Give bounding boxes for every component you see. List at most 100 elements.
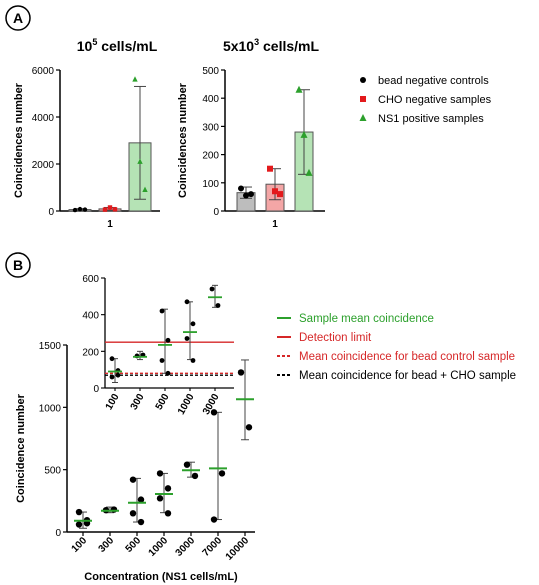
chart-b-inset-xtick-label: 3000 (201, 392, 222, 417)
chart-a1: 0 2000 4000 6000 Coincidences number 1 (13, 66, 160, 230)
chart-b-inset-ytick-label: 600 (82, 274, 99, 285)
legend-b-label: Mean coincidence for bead + CHO sample (299, 370, 516, 382)
chart-b-point (75, 508, 83, 516)
chart-b-point (183, 461, 191, 468)
chart-b-point (129, 510, 137, 517)
panel-b-label: B (13, 257, 23, 273)
chart-a1-ytick-label: 4000 (32, 113, 55, 124)
chart-b-point (164, 485, 172, 492)
chart-b-xtick-label: 300 (97, 535, 117, 555)
chart-b-point (137, 496, 145, 503)
chart-a1-point (137, 158, 143, 164)
chart-a1-point (142, 186, 148, 193)
chart-b-point (210, 516, 218, 523)
chart-b-inset-xtick-label: 100 (104, 392, 122, 412)
chart-a2-ytick-label: 300 (202, 122, 219, 133)
legend-a-marker-square (360, 96, 366, 102)
panel-b-badge (5, 252, 31, 278)
chart-b-point (191, 472, 199, 480)
legend-a-label: CHO negative samples (378, 94, 492, 106)
chart-a2-point (305, 168, 313, 176)
chart-a1-ytick-label: 6000 (32, 66, 55, 77)
chart-b-inset: 0 200 400 600 100 300 500 1000 3000 (82, 274, 234, 417)
chart-b-inset-ytick-label: 0 (93, 384, 99, 395)
chart-a1-point (112, 207, 118, 212)
chart-a2-ytick-label: 0 (213, 207, 219, 218)
chart-b-point (129, 476, 137, 483)
chart-b-xtick-label: 10000 (224, 535, 252, 563)
chart-b-ytick-label: 1000 (39, 403, 62, 414)
chart-b-xlabel: Concentration (NS1 cells/mL) (84, 571, 238, 583)
chart-b-inset-point (190, 358, 196, 363)
legend-a: bead negative controls CHO negative sampl… (359, 75, 492, 125)
chart-b-point (237, 369, 245, 376)
legend-b-label: Sample mean coincidence (299, 313, 434, 325)
chart-b-xtick-label: 7000 (201, 535, 225, 559)
chart-a1-ytick-label: 2000 (32, 160, 55, 171)
legend-a-marker-triangle (359, 114, 367, 121)
chart-b-point (75, 521, 83, 528)
chart-b-xtick-label: 500 (124, 535, 144, 555)
panel-a-label: A (13, 10, 23, 26)
chart-a2-title: 5x103 cells/mL (223, 37, 320, 54)
chart-b-inset-point (215, 303, 221, 308)
chart-a2-point (238, 185, 244, 192)
chart-a2-point (248, 191, 254, 198)
chart-a2-point (267, 165, 273, 172)
chart-a1-point (107, 205, 113, 210)
chart-b-point (164, 510, 172, 517)
chart-a2-ytick-label: 200 (202, 151, 219, 162)
chart-b-inset-point (165, 337, 171, 343)
chart-b-inset-point (165, 370, 171, 376)
chart-b-inset-xtick-label: 1000 (176, 392, 197, 417)
legend-b: Sample mean coincidence Detection limit Me… (277, 313, 516, 382)
chart-b-inset-point (115, 372, 121, 378)
chart-b-inset-point (159, 358, 165, 363)
chart-a2-ylabel: Coincidences number (177, 82, 189, 198)
chart-a2-point (272, 188, 278, 195)
chart-a2-xtick-label: 1 (272, 219, 278, 230)
legend-a-label: bead negative controls (378, 75, 489, 87)
chart-b-inset-xtick-label: 300 (129, 392, 147, 412)
legend-a-marker-circle (360, 77, 366, 83)
chart-b-xtick-label: 1000 (147, 535, 171, 559)
chart-a2: 0 100 200 300 400 500 Coincidences number 1 (177, 66, 325, 230)
chart-a1-point (77, 206, 83, 212)
chart-b-inset-xtick-label: 500 (154, 392, 172, 412)
chart-b-inset-point (209, 286, 215, 292)
chart-b-point (156, 470, 164, 477)
chart-b-point (137, 518, 145, 526)
chart-a2-point (300, 130, 308, 138)
legend-b-label: Mean coincidence for bead control sample (299, 351, 515, 363)
chart-b-point (210, 409, 218, 416)
chart-b-point (218, 470, 226, 477)
chart-b-inset-point (159, 308, 165, 314)
chart-b-xtick-label: 100 (70, 535, 90, 555)
chart-b-ytick-label: 500 (44, 466, 61, 477)
legend-b-label: Detection limit (299, 332, 372, 344)
chart-a2-ytick-label: 500 (202, 66, 219, 77)
chart-b-ytick-label: 1500 (39, 341, 62, 352)
chart-b-inset-point (109, 356, 115, 362)
chart-b-inset-point (184, 299, 190, 305)
chart-b-ylabel: Coincidence number (15, 393, 27, 503)
chart-a2-point (243, 192, 249, 199)
chart-b-inset-ytick-label: 200 (82, 347, 99, 358)
chart-a1-point (72, 207, 78, 213)
chart-a1-ytick-label: 0 (48, 207, 54, 218)
chart-a1-point (102, 207, 108, 212)
chart-b-inset-bg (105, 276, 234, 388)
chart-b-inset-point (109, 374, 115, 380)
chart-a1-title: 105 cells/mL (77, 37, 158, 54)
chart-b-inset-point (184, 336, 190, 341)
chart-a1-ylabel: Coincidences number (13, 82, 25, 198)
chart-b-ytick-label: 0 (55, 528, 61, 539)
chart-b-point (156, 495, 164, 502)
chart-b-point (245, 424, 253, 431)
chart-a2-ytick-label: 100 (202, 179, 219, 190)
chart-a2-ytick-label: 400 (202, 94, 219, 105)
chart-a2-point (277, 191, 283, 198)
chart-b-inset-point (190, 321, 196, 327)
chart-a1-point (132, 76, 138, 82)
